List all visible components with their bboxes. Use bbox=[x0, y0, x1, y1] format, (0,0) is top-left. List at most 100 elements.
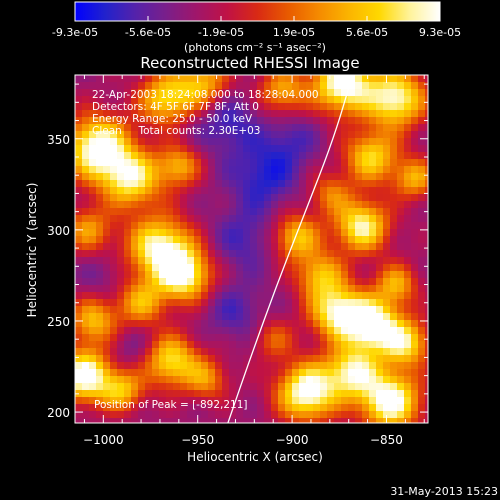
heatmap-cell bbox=[138, 229, 146, 237]
heatmap-cell bbox=[348, 334, 356, 342]
heatmap-cell bbox=[271, 278, 279, 286]
heatmap-cell bbox=[222, 369, 230, 377]
heatmap-cell bbox=[187, 278, 195, 286]
heatmap-cell bbox=[278, 341, 286, 349]
heatmap-cell bbox=[201, 285, 209, 293]
heatmap-cell bbox=[117, 229, 125, 237]
heatmap-cell bbox=[229, 222, 237, 230]
heatmap-cell bbox=[376, 327, 384, 335]
heatmap-cell bbox=[299, 173, 307, 181]
heatmap-cell bbox=[278, 215, 286, 223]
heatmap-cell bbox=[215, 292, 223, 300]
heatmap-cell bbox=[103, 131, 111, 139]
heatmap-cell bbox=[264, 159, 272, 167]
heatmap-cell bbox=[299, 180, 307, 188]
heatmap-cell bbox=[292, 285, 300, 293]
heatmap-cell bbox=[138, 236, 146, 244]
heatmap-cell bbox=[96, 166, 104, 174]
heatmap-cell bbox=[369, 292, 377, 300]
heatmap-cell bbox=[222, 82, 230, 90]
heatmap-cell bbox=[257, 390, 265, 398]
heatmap-cell bbox=[285, 285, 293, 293]
heatmap-cell bbox=[404, 187, 412, 195]
heatmap-cell bbox=[257, 82, 265, 90]
heatmap-cell bbox=[271, 187, 279, 195]
heatmap-cell bbox=[82, 208, 90, 216]
heatmap-cell bbox=[243, 369, 251, 377]
heatmap-cell bbox=[131, 334, 139, 342]
heatmap-cell bbox=[397, 257, 405, 265]
heatmap-cell bbox=[404, 166, 412, 174]
heatmap-cell bbox=[348, 243, 356, 251]
heatmap-cell bbox=[383, 411, 391, 419]
heatmap-cell bbox=[390, 341, 398, 349]
heatmap-cell bbox=[82, 194, 90, 202]
heatmap-cell bbox=[243, 355, 251, 363]
heatmap-cell bbox=[159, 166, 167, 174]
heatmap-cell bbox=[313, 341, 321, 349]
heatmap-cell bbox=[145, 292, 153, 300]
heatmap-cell bbox=[306, 208, 314, 216]
heatmap-cell bbox=[306, 257, 314, 265]
heatmap-cell bbox=[411, 152, 419, 160]
heatmap-cell bbox=[117, 362, 125, 370]
heatmap-cell bbox=[187, 96, 195, 104]
heatmap-cell bbox=[313, 264, 321, 272]
heatmap-cell bbox=[320, 124, 328, 132]
heatmap-cell bbox=[362, 341, 370, 349]
heatmap-cell bbox=[285, 278, 293, 286]
heatmap-cell bbox=[145, 187, 153, 195]
heatmap-cell bbox=[369, 397, 377, 405]
heatmap-cell bbox=[341, 362, 349, 370]
heatmap-cell bbox=[299, 222, 307, 230]
heatmap-cell bbox=[376, 390, 384, 398]
heatmap-cell bbox=[243, 222, 251, 230]
heatmap-cell bbox=[124, 292, 132, 300]
heatmap-cell bbox=[222, 173, 230, 181]
heatmap-cell bbox=[131, 313, 139, 321]
heatmap-cell bbox=[145, 229, 153, 237]
heatmap-cell bbox=[271, 418, 279, 423]
heatmap-cell bbox=[89, 194, 97, 202]
heatmap-cell bbox=[327, 250, 335, 258]
heatmap-cell bbox=[103, 124, 111, 132]
heatmap-cell bbox=[173, 103, 181, 111]
heatmap-cell bbox=[271, 383, 279, 391]
heatmap-cell bbox=[341, 348, 349, 356]
heatmap-cell bbox=[229, 194, 237, 202]
heatmap-cell bbox=[75, 355, 83, 363]
heatmap-cell bbox=[75, 320, 83, 328]
heatmap-cell bbox=[369, 306, 377, 314]
heatmap-cell bbox=[320, 390, 328, 398]
heatmap-cell bbox=[194, 124, 202, 132]
heatmap-cell bbox=[103, 362, 111, 370]
heatmap-cell bbox=[243, 334, 251, 342]
heatmap-cell bbox=[341, 257, 349, 265]
heatmap-cell bbox=[376, 278, 384, 286]
heatmap-cell bbox=[75, 327, 83, 335]
heatmap-cell bbox=[229, 201, 237, 209]
heatmap-cell bbox=[250, 229, 258, 237]
heatmap-cell bbox=[124, 82, 132, 90]
heatmap-cell bbox=[285, 320, 293, 328]
heatmap-cell bbox=[285, 411, 293, 419]
heatmap-cell bbox=[271, 306, 279, 314]
heatmap-cell bbox=[390, 110, 398, 118]
heatmap-cell bbox=[194, 292, 202, 300]
heatmap-cell bbox=[194, 201, 202, 209]
heatmap-cell bbox=[355, 194, 363, 202]
heatmap-cell bbox=[397, 397, 405, 405]
heatmap-cell bbox=[166, 180, 174, 188]
heatmap-cell bbox=[152, 271, 160, 279]
heatmap-cell bbox=[201, 271, 209, 279]
heatmap-cell bbox=[159, 124, 167, 132]
heatmap-cell bbox=[418, 222, 426, 230]
heatmap-cell bbox=[229, 173, 237, 181]
heatmap-cell bbox=[236, 201, 244, 209]
heatmap-cell bbox=[278, 180, 286, 188]
heatmap-cell bbox=[278, 292, 286, 300]
heatmap-cell bbox=[320, 117, 328, 125]
heatmap-cell bbox=[418, 355, 426, 363]
heatmap-cell bbox=[425, 89, 428, 97]
